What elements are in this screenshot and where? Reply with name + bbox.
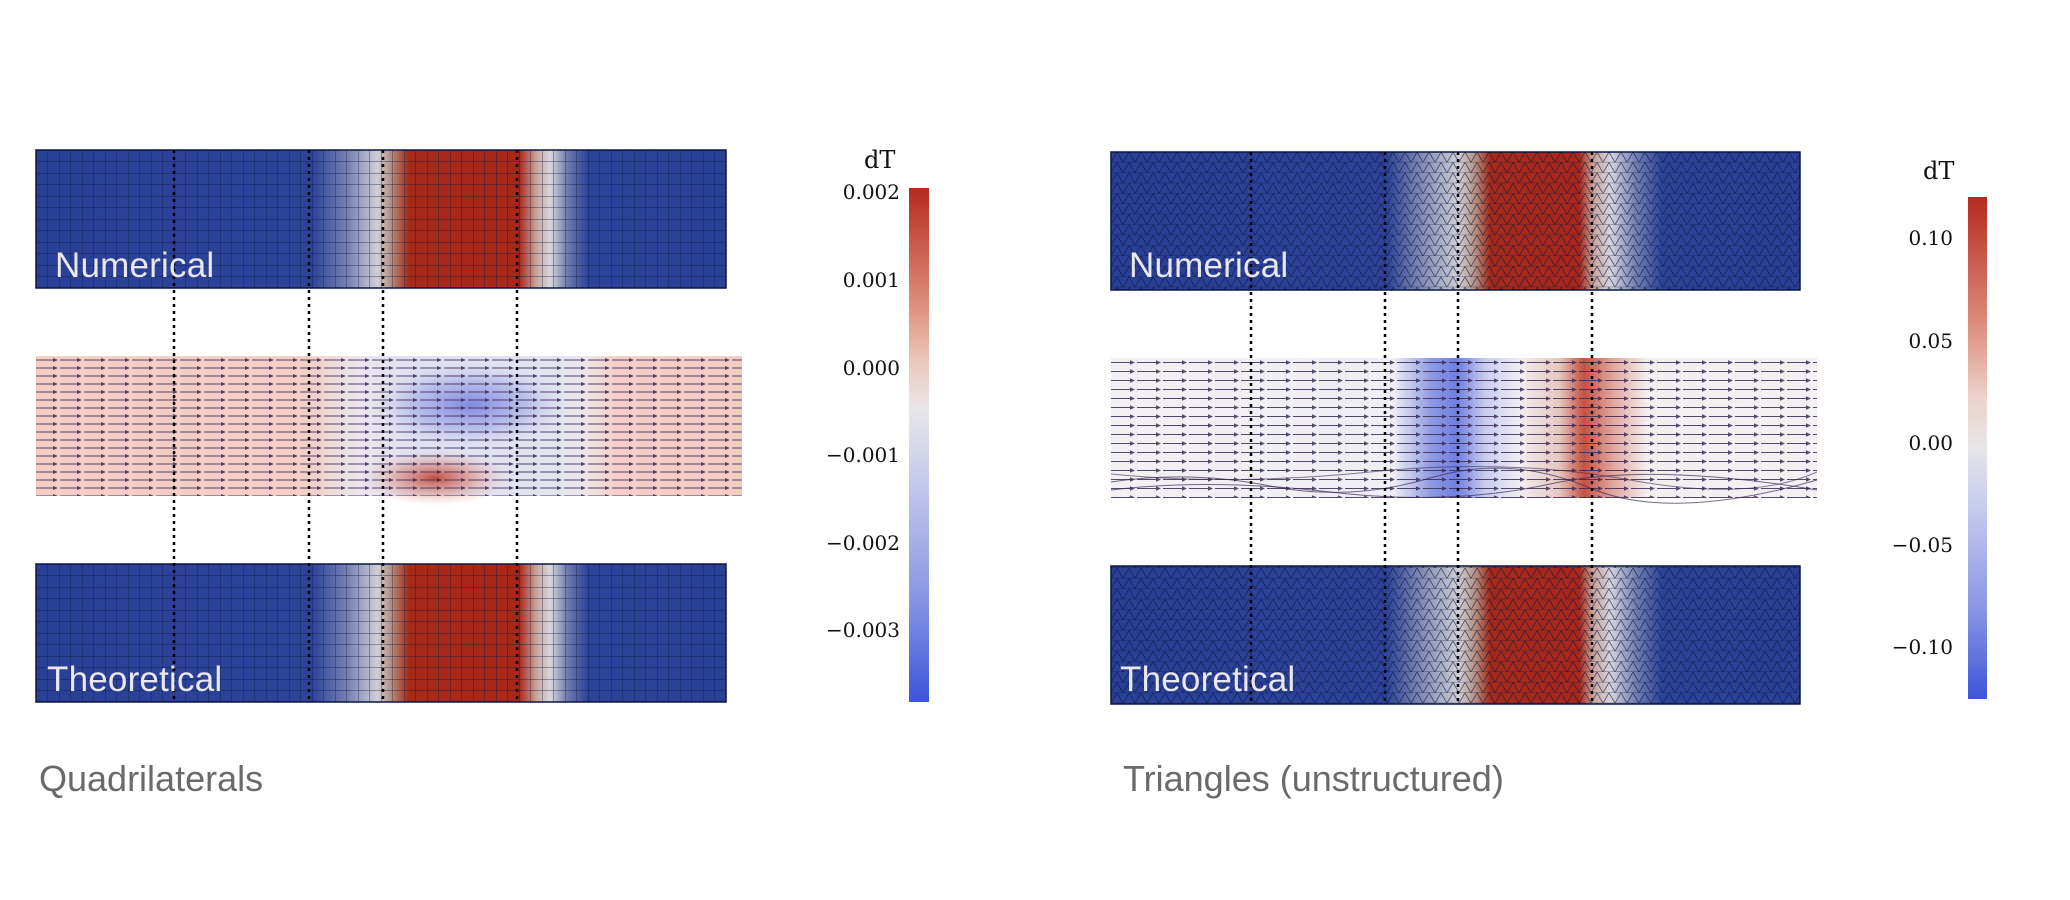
quad-colorbar-tick: 0.000 (842, 356, 900, 380)
quad-colorbar-bar (909, 188, 929, 702)
tri-difference-field (1110, 358, 1818, 504)
quad-colorbar-tick: −0.002 (825, 531, 900, 555)
quad-difference-field (36, 356, 742, 506)
tri-theoretical-label: Theoretical (1120, 660, 1296, 699)
triangle-panel: Numerical Theoretical dT (1070, 0, 2070, 900)
quad-colorbar-tick: −0.003 (825, 618, 900, 642)
tri-numerical-label: Numerical (1129, 246, 1289, 285)
quad-colorbar-tick: 0.002 (842, 180, 900, 204)
tri-colorbar-bar (1968, 197, 1987, 699)
tri-field-figure (1110, 151, 1818, 705)
quad-colorbar-title: dT (864, 146, 896, 174)
quad-colorbar-tick: −0.001 (825, 443, 900, 467)
tri-guide-lines (1249, 152, 1594, 704)
tri-caption: Triangles (unstructured) (1123, 758, 1504, 799)
tri-theoretical-field (1110, 565, 1801, 705)
tri-colorbar-tick: −0.10 (1891, 635, 1953, 659)
quad-theoretical-field (35, 563, 727, 703)
quad-numerical-label: Numerical (55, 246, 215, 285)
quad-caption: Quadrilaterals (39, 758, 264, 799)
quad-numerical-field (35, 149, 727, 289)
quad-field-figure (35, 149, 742, 703)
tri-colorbar-tick: 0.05 (1908, 329, 1953, 353)
tri-colorbar-title: dT (1923, 157, 1955, 185)
tri-colorbar-tick: 0.00 (1908, 431, 1953, 455)
quad-theoretical-label: Theoretical (47, 660, 223, 699)
quad-colorbar-tick: 0.001 (842, 268, 900, 292)
quadrilateral-panel: Numerical Theoretical dT (0, 0, 1000, 900)
tri-colorbar-tick: −0.05 (1891, 533, 1953, 557)
tri-colorbar-tick: 0.10 (1908, 226, 1953, 250)
quad-guide-lines (172, 150, 519, 702)
tri-numerical-field (1110, 151, 1801, 291)
